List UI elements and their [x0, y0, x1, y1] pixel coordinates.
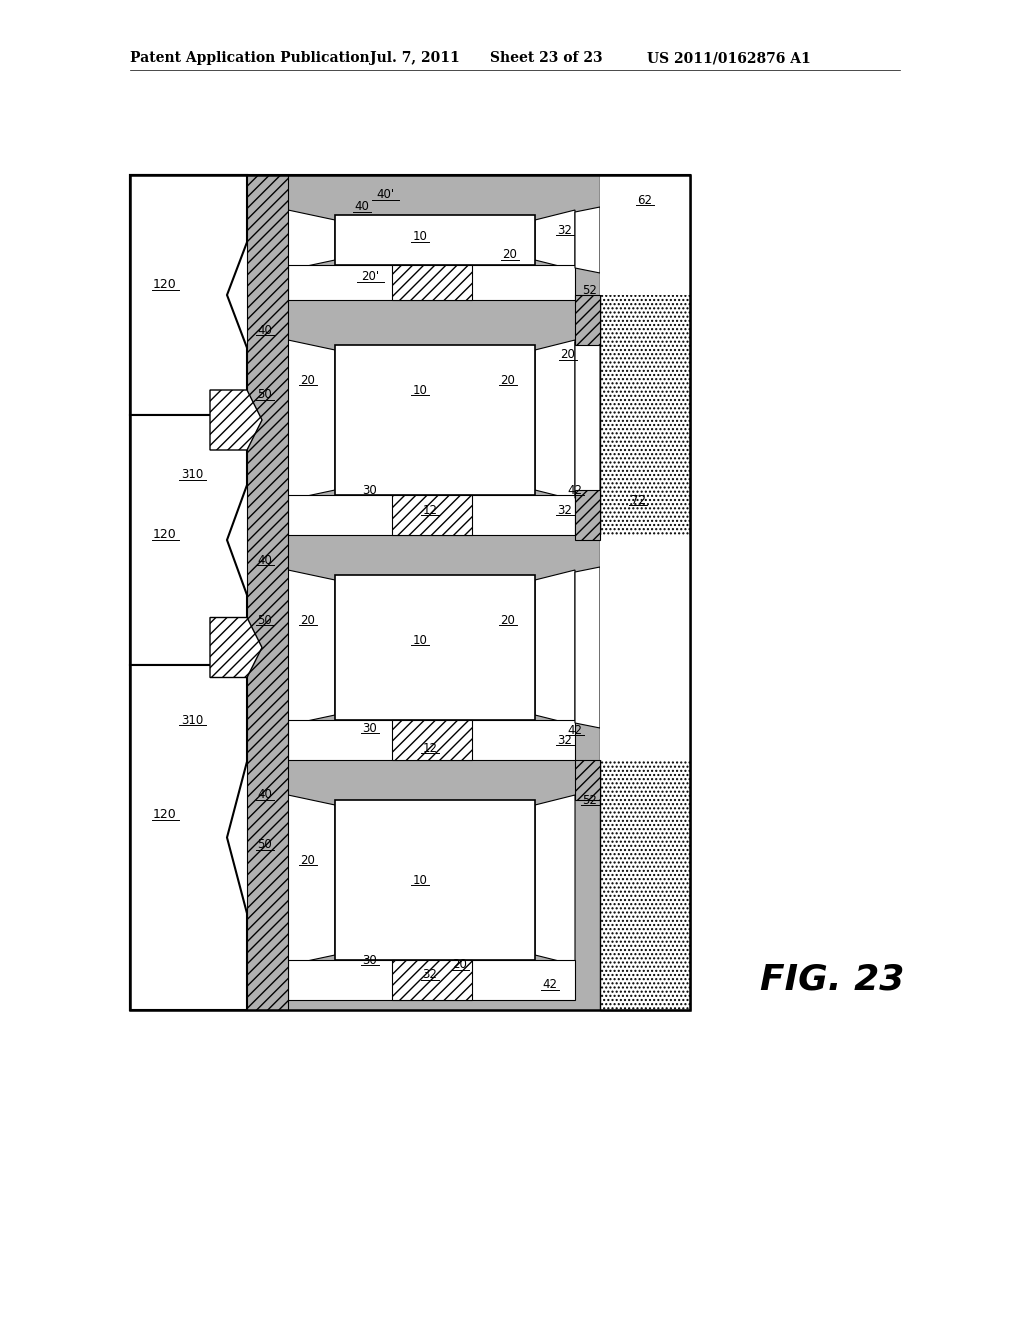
Bar [600, 535, 690, 760]
Text: 310: 310 [181, 714, 203, 726]
Text: 20: 20 [560, 348, 575, 362]
Polygon shape [288, 341, 335, 500]
Polygon shape [575, 294, 600, 345]
Bar [391, 719, 471, 760]
Text: US 2011/0162876 A1: US 2011/0162876 A1 [647, 51, 811, 65]
Bar [288, 719, 575, 760]
Text: 20: 20 [301, 854, 315, 866]
Polygon shape [130, 176, 247, 414]
Text: 52: 52 [583, 793, 597, 807]
Text: 30: 30 [362, 722, 378, 734]
Polygon shape [575, 337, 600, 503]
Polygon shape [575, 568, 600, 729]
Bar [288, 960, 575, 1001]
Bar [335, 345, 535, 495]
Text: 120: 120 [154, 528, 177, 541]
Polygon shape [575, 490, 600, 540]
Text: Sheet 23 of 23: Sheet 23 of 23 [490, 51, 603, 65]
Bar [130, 176, 690, 1010]
Text: 12: 12 [423, 503, 437, 516]
Text: 40': 40' [376, 189, 394, 202]
Text: 42: 42 [567, 723, 583, 737]
Text: Patent Application Publication: Patent Application Publication [130, 51, 370, 65]
Text: 20: 20 [453, 958, 467, 972]
Text: 20': 20' [360, 271, 379, 284]
Text: 20: 20 [503, 248, 517, 261]
Polygon shape [575, 760, 600, 800]
Text: 40: 40 [258, 323, 272, 337]
Polygon shape [288, 795, 335, 965]
Text: FIG. 23: FIG. 23 [760, 964, 904, 997]
Bar [391, 495, 471, 535]
Text: 50: 50 [258, 614, 272, 627]
Text: 10: 10 [413, 231, 427, 243]
Polygon shape [130, 414, 247, 665]
Bar [247, 176, 600, 1010]
Text: 40: 40 [258, 788, 272, 801]
Bar [288, 265, 575, 300]
Polygon shape [535, 795, 575, 965]
Text: 20: 20 [501, 374, 515, 387]
Polygon shape [210, 389, 262, 450]
Text: 50: 50 [258, 838, 272, 851]
Text: 72: 72 [631, 494, 645, 507]
Text: 42: 42 [543, 978, 557, 991]
Text: 52: 52 [583, 284, 597, 297]
Text: 120: 120 [154, 808, 177, 821]
Text: 32: 32 [557, 223, 572, 236]
Polygon shape [575, 207, 600, 273]
Bar [335, 215, 535, 265]
Text: 310: 310 [181, 469, 203, 482]
Bar [391, 960, 471, 1001]
Polygon shape [535, 341, 575, 500]
Bar [288, 495, 575, 535]
Polygon shape [288, 210, 335, 271]
Bar [391, 265, 471, 300]
Bar [600, 176, 690, 1010]
Text: 12: 12 [423, 742, 437, 755]
Text: 30: 30 [362, 483, 378, 496]
Text: 42: 42 [567, 483, 583, 496]
Text: Jul. 7, 2011: Jul. 7, 2011 [370, 51, 460, 65]
Bar [335, 576, 535, 719]
Bar [130, 176, 690, 1010]
Text: 120: 120 [154, 279, 177, 292]
Bar [335, 800, 535, 960]
Text: 10: 10 [413, 874, 427, 887]
Text: 10: 10 [413, 384, 427, 396]
Text: 32: 32 [557, 503, 572, 516]
Polygon shape [130, 665, 247, 1010]
Polygon shape [288, 570, 335, 725]
Text: 20: 20 [301, 614, 315, 627]
Bar [600, 176, 690, 1010]
Text: 40: 40 [354, 201, 370, 214]
Bar [600, 176, 690, 294]
Text: 32: 32 [423, 969, 437, 982]
Text: 30: 30 [362, 953, 378, 966]
Text: 32: 32 [557, 734, 572, 747]
Bar [247, 176, 288, 1010]
Text: 62: 62 [638, 194, 652, 206]
Polygon shape [535, 570, 575, 725]
Text: 20: 20 [501, 614, 515, 627]
Text: 10: 10 [413, 634, 427, 647]
Polygon shape [210, 618, 262, 677]
Text: 20: 20 [301, 374, 315, 387]
Text: 50: 50 [258, 388, 272, 401]
Text: 40: 40 [258, 553, 272, 566]
Polygon shape [535, 210, 575, 271]
